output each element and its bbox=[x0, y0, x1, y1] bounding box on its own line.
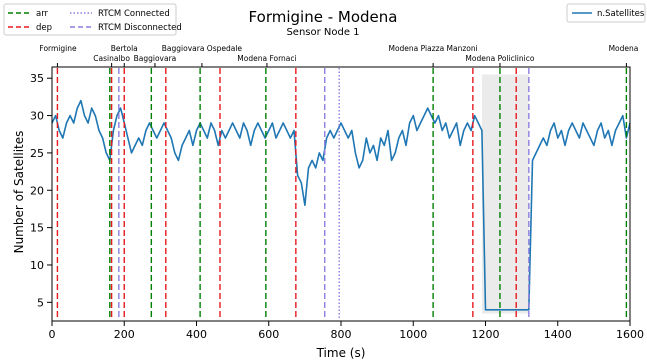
station-label: Modena bbox=[609, 44, 639, 53]
y-tick-label: 35 bbox=[30, 72, 44, 85]
legend-box bbox=[3, 3, 177, 36]
x-tick-label: 400 bbox=[186, 328, 207, 341]
x-axis-label: Time (s) bbox=[316, 346, 366, 360]
x-tick-label: 1200 bbox=[472, 328, 500, 341]
legend-box bbox=[566, 3, 646, 23]
station-label: Baggiovara Ospedale bbox=[162, 44, 243, 53]
x-tick-label: 800 bbox=[331, 328, 352, 341]
y-tick-label: 5 bbox=[37, 296, 44, 309]
legend-label: arr bbox=[36, 9, 49, 19]
legend-label: n.Satellites bbox=[597, 9, 645, 19]
x-tick-label: 1600 bbox=[616, 328, 644, 341]
y-tick-label: 20 bbox=[30, 184, 44, 197]
y-tick-label: 30 bbox=[30, 110, 44, 123]
x-tick-label: 1400 bbox=[544, 328, 572, 341]
plot-frame bbox=[51, 66, 631, 322]
station-label: Casinalbo bbox=[93, 54, 130, 63]
legend-label: RTCM Connected bbox=[98, 9, 170, 19]
station-label: Modena Piazza Manzoni bbox=[388, 44, 477, 53]
axes: 0 200 400 600 800 1000 1200 1400 1600 5 10 15 20 25 30… bbox=[30, 66, 644, 341]
station-label: Modena Policlinico bbox=[465, 54, 534, 63]
x-tick-label: 200 bbox=[114, 328, 135, 341]
x-tick-label: 600 bbox=[258, 328, 279, 341]
station-label: Baggiovara bbox=[134, 54, 177, 63]
y-tick-label: 15 bbox=[30, 222, 44, 235]
station-label: Bertola bbox=[111, 44, 138, 53]
legend-label: dep bbox=[36, 23, 52, 33]
shaded-interval bbox=[481, 74, 529, 314]
legend-right: n.Satellites bbox=[566, 3, 646, 23]
x-tick-label: 0 bbox=[49, 328, 56, 341]
legend-label: RTCM Disconnected bbox=[98, 23, 182, 33]
y-tick-label: 10 bbox=[30, 259, 44, 272]
chart-subtitle: Sensor Node 1 bbox=[286, 27, 359, 38]
y-tick-label: 25 bbox=[30, 147, 44, 160]
y-axis-label: Number of Satellites bbox=[12, 131, 26, 254]
station-label: Modena Fornaci bbox=[237, 54, 296, 63]
series-line-0 bbox=[51, 99, 631, 311]
station-label: Formigine bbox=[39, 44, 77, 53]
station-labels: Formigine CasinalboBertolaBaggiovaraBaggi… bbox=[39, 44, 638, 67]
plot-area bbox=[51, 68, 631, 320]
x-tick-label: 1000 bbox=[399, 328, 427, 341]
legend-left: arr dep RTCM Connected RTCM Disconnected bbox=[3, 3, 182, 36]
chart-title: Formigine - Modena bbox=[249, 8, 398, 26]
